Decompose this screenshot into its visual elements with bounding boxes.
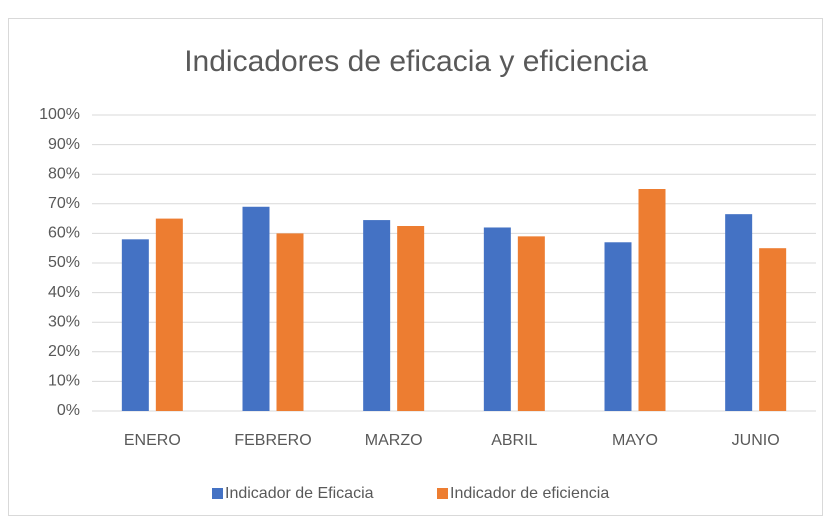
legend-swatch <box>212 488 223 499</box>
x-tick-label: MAYO <box>612 432 658 449</box>
bar <box>638 189 666 411</box>
y-tick-label: 0% <box>57 402 80 419</box>
bar <box>276 233 304 411</box>
chart-title: Indicadores de eficacia y eficiencia <box>184 45 648 78</box>
bar <box>725 214 753 411</box>
y-tick-label: 90% <box>48 136 80 153</box>
y-tick-label: 100% <box>39 106 80 123</box>
x-tick-label: JUNIO <box>732 432 780 449</box>
y-tick-label: 40% <box>48 284 80 301</box>
y-tick-label: 10% <box>48 373 80 390</box>
y-tick-label: 80% <box>48 165 80 182</box>
y-tick-label: 70% <box>48 195 80 212</box>
bar <box>242 206 270 411</box>
y-tick-label: 30% <box>48 313 80 330</box>
x-tick-label: MARZO <box>365 432 423 449</box>
legend-swatch <box>437 488 448 499</box>
x-tick-label: ENERO <box>124 432 181 449</box>
legend-label: Indicador de eficiencia <box>450 485 609 502</box>
bar <box>759 248 787 411</box>
y-tick-label: 60% <box>48 225 80 242</box>
bar <box>155 218 183 411</box>
bar <box>517 236 545 411</box>
bar <box>121 239 149 411</box>
bar <box>363 220 391 411</box>
y-tick-label: 50% <box>48 254 80 271</box>
bar <box>483 227 511 411</box>
bar <box>604 242 632 411</box>
x-tick-label: ABRIL <box>491 432 537 449</box>
legend-label: Indicador de Eficacia <box>225 485 374 502</box>
x-tick-label: FEBRERO <box>234 432 311 449</box>
bar <box>397 226 425 411</box>
y-tick-label: 20% <box>48 343 80 360</box>
